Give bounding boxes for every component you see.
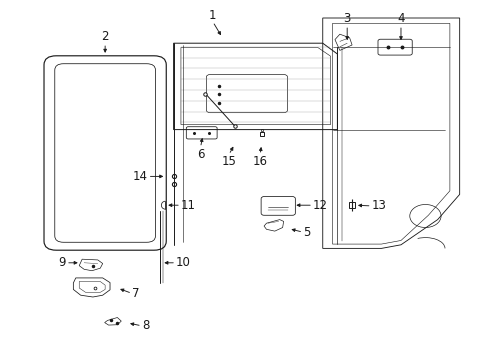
Text: 2: 2 xyxy=(101,30,109,43)
Text: 13: 13 xyxy=(371,199,386,212)
Text: 9: 9 xyxy=(59,256,66,269)
Text: 7: 7 xyxy=(132,287,139,300)
Text: 6: 6 xyxy=(196,148,204,161)
Text: 12: 12 xyxy=(312,199,327,212)
Text: 8: 8 xyxy=(142,319,149,332)
Text: 10: 10 xyxy=(176,256,190,269)
Text: 4: 4 xyxy=(396,12,404,25)
Text: 16: 16 xyxy=(252,155,267,168)
Text: 3: 3 xyxy=(343,12,350,25)
Text: 5: 5 xyxy=(303,226,310,239)
Text: 11: 11 xyxy=(181,199,196,212)
Text: 14: 14 xyxy=(132,170,147,183)
Text: 1: 1 xyxy=(208,9,216,22)
Text: 15: 15 xyxy=(221,155,236,168)
